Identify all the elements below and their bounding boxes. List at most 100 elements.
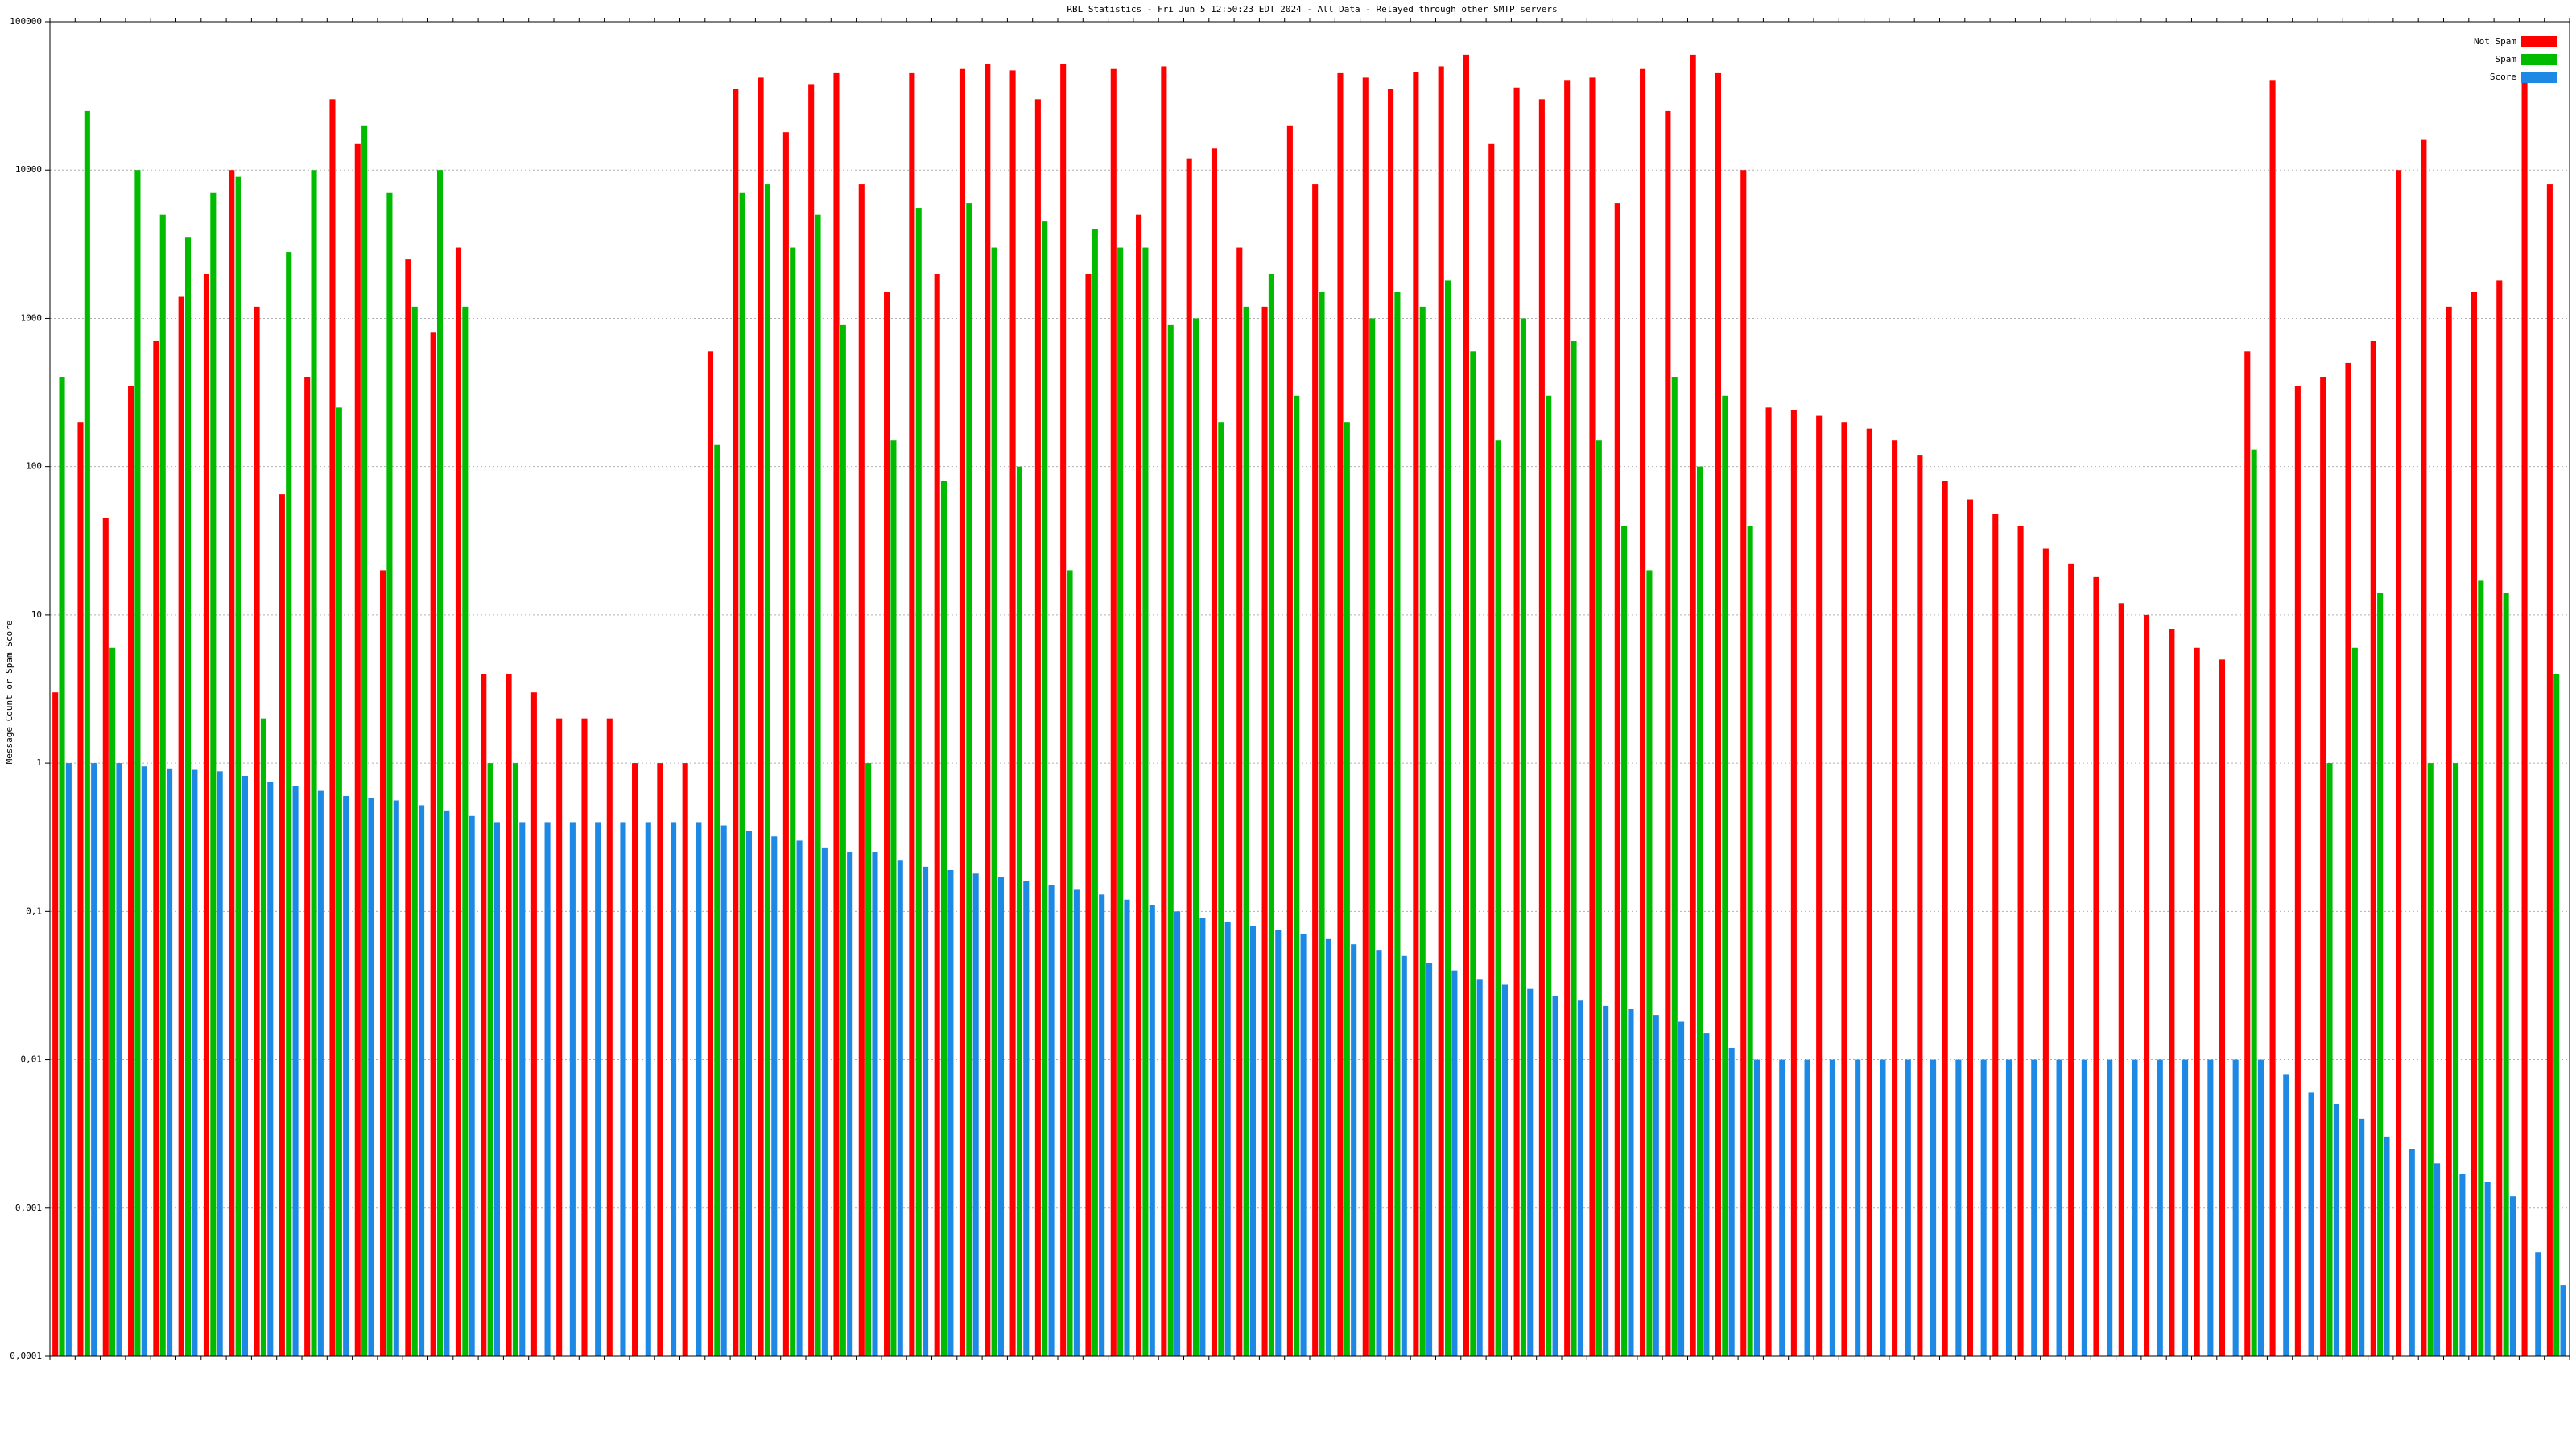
bar bbox=[815, 214, 821, 1356]
bar bbox=[569, 822, 576, 1356]
bar bbox=[235, 176, 242, 1357]
bar bbox=[1117, 247, 1124, 1356]
bar bbox=[2409, 1149, 2415, 1356]
legend-label: Score bbox=[2490, 72, 2516, 82]
bar bbox=[512, 763, 518, 1356]
bar bbox=[2169, 629, 2175, 1356]
bar bbox=[2005, 1059, 2013, 1356]
y-tick-label: 0,01 bbox=[21, 1054, 43, 1065]
bar bbox=[2232, 1059, 2239, 1356]
bar bbox=[632, 763, 638, 1356]
bar bbox=[462, 306, 469, 1356]
y-tick-label: 10 bbox=[31, 609, 42, 620]
bar bbox=[134, 170, 141, 1357]
bar bbox=[178, 296, 184, 1356]
bar bbox=[493, 822, 501, 1356]
bar bbox=[1401, 955, 1407, 1356]
bar bbox=[991, 247, 997, 1356]
bar bbox=[1174, 911, 1181, 1356]
bar bbox=[2553, 674, 2560, 1356]
bar bbox=[620, 822, 626, 1356]
bar bbox=[2068, 563, 2074, 1356]
bar bbox=[116, 763, 122, 1356]
bar bbox=[2042, 548, 2049, 1356]
bar bbox=[65, 763, 72, 1356]
bar bbox=[1261, 306, 1268, 1356]
bar bbox=[1955, 1059, 1962, 1356]
bar bbox=[1344, 422, 1350, 1357]
bar bbox=[192, 769, 198, 1356]
bar bbox=[1463, 54, 1470, 1356]
bar bbox=[286, 252, 292, 1356]
bar bbox=[2503, 592, 2509, 1356]
y-tick-label: 1000 bbox=[21, 312, 43, 323]
bar bbox=[1268, 273, 1274, 1356]
bar bbox=[2560, 1285, 2566, 1356]
bar bbox=[1325, 938, 1331, 1356]
bar bbox=[159, 214, 166, 1356]
bar bbox=[1678, 1021, 1685, 1356]
bar bbox=[909, 72, 915, 1356]
bar bbox=[354, 143, 361, 1356]
bar bbox=[671, 822, 677, 1356]
y-tick-label: 0,001 bbox=[15, 1202, 42, 1213]
bar bbox=[758, 77, 764, 1356]
bar bbox=[1009, 70, 1016, 1356]
bar bbox=[2283, 1074, 2289, 1356]
bar bbox=[386, 192, 393, 1357]
bar bbox=[771, 836, 778, 1356]
bar bbox=[1546, 395, 1552, 1357]
bar bbox=[141, 766, 147, 1356]
bar bbox=[1816, 415, 1823, 1357]
bar bbox=[1218, 422, 1224, 1357]
bar bbox=[2157, 1059, 2163, 1356]
bar bbox=[1419, 306, 1426, 1356]
bar bbox=[1495, 440, 1501, 1356]
bar bbox=[1192, 318, 1199, 1356]
bar bbox=[203, 273, 210, 1356]
bar bbox=[2509, 1196, 2516, 1356]
bar bbox=[1060, 64, 1067, 1357]
bar bbox=[1042, 221, 1048, 1357]
bar bbox=[923, 866, 929, 1356]
bar bbox=[455, 247, 462, 1356]
bar bbox=[972, 873, 979, 1356]
bar bbox=[840, 324, 846, 1356]
bar bbox=[2496, 280, 2503, 1356]
bar bbox=[934, 273, 940, 1356]
bar bbox=[1980, 1059, 1987, 1356]
bar bbox=[153, 340, 159, 1356]
bar bbox=[506, 674, 512, 1356]
bar bbox=[1426, 963, 1433, 1356]
bar bbox=[2182, 1059, 2189, 1356]
bar bbox=[1804, 1059, 1810, 1356]
bar bbox=[1696, 466, 1703, 1356]
bar bbox=[1369, 318, 1376, 1356]
bar bbox=[739, 192, 745, 1357]
bar bbox=[606, 718, 613, 1356]
bar bbox=[1376, 950, 1382, 1356]
bar bbox=[833, 72, 840, 1356]
bar bbox=[1589, 77, 1596, 1356]
bar bbox=[1552, 996, 1558, 1356]
bar bbox=[1880, 1059, 1886, 1356]
bar bbox=[1470, 351, 1476, 1356]
bar bbox=[764, 184, 770, 1356]
bar bbox=[1023, 881, 1030, 1356]
bar bbox=[2377, 592, 2384, 1356]
bar bbox=[292, 786, 299, 1356]
bar bbox=[790, 247, 796, 1356]
bar bbox=[1394, 292, 1401, 1356]
bar bbox=[1992, 514, 1999, 1356]
bar bbox=[1653, 1015, 1659, 1356]
bar bbox=[1628, 1009, 1634, 1356]
bar bbox=[487, 763, 493, 1356]
bar bbox=[77, 422, 84, 1357]
bar bbox=[1142, 247, 1149, 1356]
bar bbox=[915, 208, 922, 1356]
bar bbox=[393, 800, 399, 1356]
bar bbox=[782, 132, 789, 1357]
bar bbox=[2478, 580, 2484, 1356]
